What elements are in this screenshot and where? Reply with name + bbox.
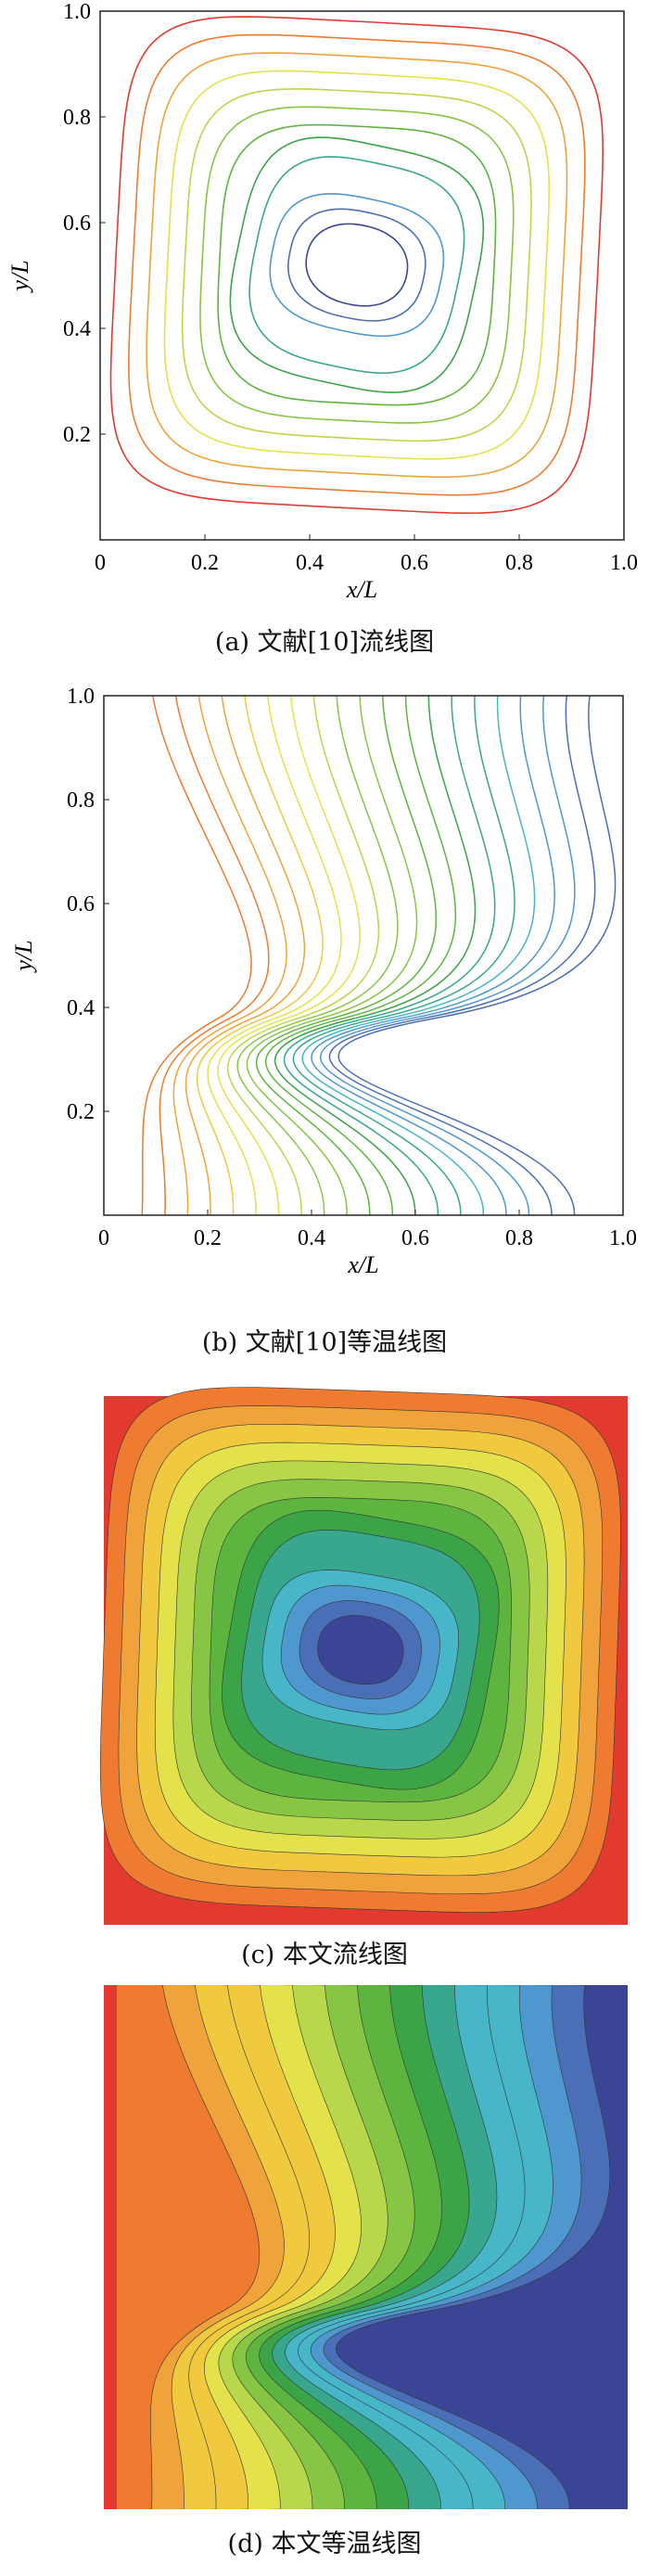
streamline-a (199, 106, 515, 424)
isotherm-a-line (274, 695, 477, 1216)
plot-a-ytick-label: 0.8 (63, 106, 91, 130)
plot-b-xtick-label: 1.0 (609, 1226, 637, 1250)
streamline-filled-plot (99, 1387, 628, 1925)
streamline-a (146, 52, 568, 478)
isotherm-a-line (159, 695, 270, 1216)
plot-a-xtick-label: 1.0 (610, 551, 638, 575)
caption-d: (d) 本文等温线图 (227, 2530, 422, 2558)
plot-b-ytick-label: 0.4 (67, 996, 95, 1020)
plot-a-ytick-label: 1.0 (63, 0, 91, 24)
streamline-a (127, 33, 586, 496)
panel-a: 0 0.2 0.4 0.6 0.8 1.0 0.2 0.4 0.6 0.8 1.0 x/L y/L (0, 0, 649, 640)
isotherm-band-d (104, 1985, 261, 2509)
isotherm-a-line (284, 695, 496, 1216)
isotherm-bands-d (104, 1985, 628, 2509)
streamline-a (163, 70, 551, 460)
plot-b-xlabel: x/L (347, 1251, 378, 1278)
isotherm-a-line (172, 695, 287, 1216)
isotherm-filled-plot (104, 1985, 628, 2509)
isotherm-a-line (328, 695, 596, 1216)
isotherm-a-line (185, 695, 306, 1216)
panel-d (0, 1980, 649, 2518)
streamline-a (229, 136, 485, 393)
isotherm-a-line (256, 695, 438, 1216)
caption-c: (c) 本文流线图 (241, 1941, 408, 1969)
isotherm-a-line (301, 695, 536, 1216)
stream-band-c (317, 1615, 404, 1685)
plot-b-ylabel: y/L (10, 940, 37, 973)
plot-b-frame (103, 695, 624, 1216)
plot-b-axes: 0 0.2 0.4 0.6 0.8 1.0 0.2 0.4 0.6 0.8 1.0 x/L y/L (10, 685, 637, 1278)
plot-b-ytick-label: 1.0 (67, 685, 95, 709)
streamline-a (269, 193, 445, 338)
streamline-a (305, 223, 409, 307)
hot-wall-d (104, 1985, 117, 2509)
plot-a-xtick-label: 0 (95, 551, 106, 575)
plot-a-ytick-label: 0.6 (63, 211, 91, 236)
isotherm-a-line (236, 695, 399, 1216)
isotherm-plot-reference: 0 0.2 0.4 0.6 0.8 1.0 0.2 0.4 0.6 0.8 1.0 x/L y/L (10, 685, 637, 1278)
panel-b: 0 0.2 0.4 0.6 0.8 1.0 0.2 0.4 0.6 0.8 1.0 x/L y/L (0, 677, 649, 1326)
plot-a-xlabel: x/L (346, 576, 377, 603)
plot-a-ytick-label: 0.4 (63, 317, 91, 341)
plot-b-xtick-label: 0 (98, 1226, 109, 1250)
isotherm-a-line (196, 695, 324, 1216)
isotherm-a-line (217, 695, 361, 1216)
plot-a-ylabel: y/L (6, 260, 33, 293)
caption-a: (a) 文献[10]流线图 (214, 628, 435, 657)
plot-a-xtick-label: 0.2 (191, 551, 219, 575)
isotherm-a-line (337, 695, 617, 1216)
streamline-a (217, 123, 497, 406)
caption-b: (b) 文献[10]等温线图 (201, 1328, 448, 1357)
isotherm-a-line (292, 695, 515, 1216)
plot-a-xtick-label: 0.6 (401, 551, 428, 575)
plot-b-ytick-label: 0.8 (67, 788, 95, 813)
isotherm-a-line (207, 695, 342, 1216)
panel-c (0, 1387, 649, 1943)
isotherm-a-line (311, 695, 555, 1216)
plot-a-axes: 0 0.2 0.4 0.6 0.8 1.0 0.2 0.4 0.6 0.8 1.0 x/L y/L (6, 0, 638, 603)
streamline-a (248, 156, 465, 375)
plot-b-ytick-label: 0.2 (67, 1100, 95, 1124)
isotherm-a-line (320, 695, 576, 1216)
isotherm-a-line (141, 695, 252, 1216)
streamline-a (287, 208, 426, 322)
isotherm-a-line (246, 695, 418, 1216)
plot-b-xtick-label: 0.4 (298, 1226, 325, 1250)
plot-b-xtick-label: 0.6 (401, 1226, 429, 1250)
plot-a-xtick-label: 0.4 (296, 551, 324, 575)
plot-b-xtick-label: 0.8 (505, 1226, 533, 1250)
isotherm-a-line (264, 695, 457, 1216)
plot-a-frame (99, 10, 625, 541)
isotherm-a-line (227, 695, 380, 1216)
plot-a-xtick-label: 0.8 (505, 551, 533, 575)
streamline-a (109, 16, 604, 514)
plot-a-ytick-label: 0.2 (63, 423, 91, 447)
plot-b-xtick-label: 0.2 (194, 1226, 222, 1250)
streamline-a (181, 88, 532, 442)
streamline-plot-reference: 0 0.2 0.4 0.6 0.8 1.0 0.2 0.4 0.6 0.8 1.0 x/L y/L (6, 0, 638, 603)
plot-b-ytick-label: 0.6 (67, 892, 95, 916)
